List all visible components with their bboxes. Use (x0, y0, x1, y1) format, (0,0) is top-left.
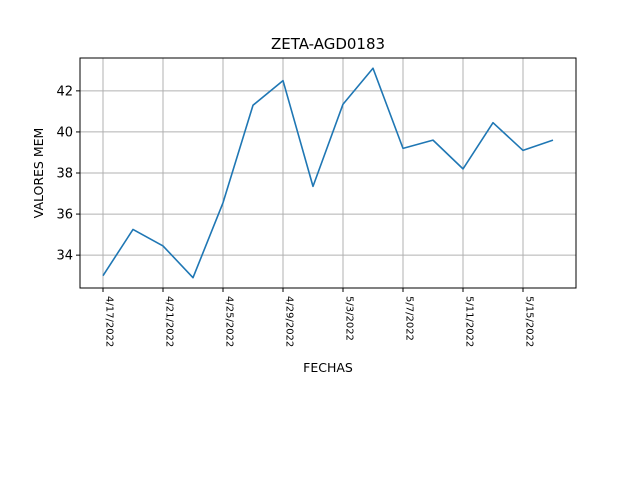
x-tick-label: 5/11/2022 (464, 296, 475, 347)
x-tick-label: 5/7/2022 (404, 296, 415, 341)
y-tick-label: 34 (56, 249, 73, 264)
x-axis-ticks: 4/17/2022 4/21/2022 4/25/2022 4/29/2022 5/3/… (102, 288, 535, 347)
series-line (102, 67, 554, 279)
y-tick-label: 40 (56, 125, 73, 140)
y-axis-label: VALORES MEM (31, 128, 46, 219)
grid-lines (80, 58, 576, 288)
y-tick-label: 38 (56, 167, 73, 182)
x-tick-label: 5/15/2022 (524, 296, 535, 347)
x-tick-label: 4/25/2022 (224, 296, 235, 347)
x-axis-label: FECHAS (303, 360, 353, 375)
x-tick-label: 4/29/2022 (284, 296, 295, 347)
chart-title: ZETA-AGD0183 (271, 35, 385, 53)
x-tick-label: 5/3/2022 (344, 296, 355, 341)
y-axis-ticks: 34 36 38 40 42 (56, 84, 80, 264)
y-tick-label: 36 (56, 208, 73, 223)
y-tick-label: 42 (56, 84, 73, 99)
x-tick-label: 4/17/2022 (104, 296, 115, 347)
x-tick-label: 4/21/2022 (164, 296, 175, 347)
